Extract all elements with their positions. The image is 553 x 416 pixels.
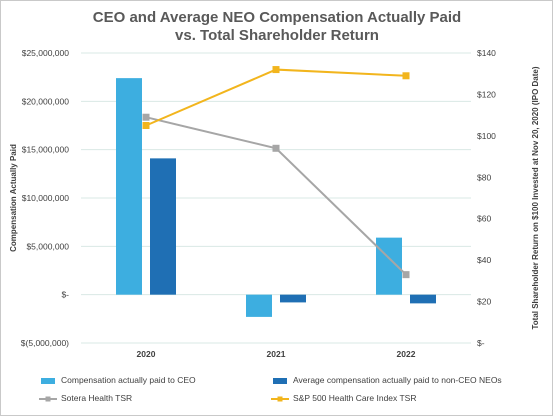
chart-legend: Compensation actually paid to CEO Average…: [39, 375, 502, 403]
right-axis-tick-label: $-: [477, 338, 485, 348]
left-axis-tick-label: $-: [61, 290, 69, 300]
line-point-marker: [142, 122, 150, 129]
left-axis-tick-label: $25,000,000: [22, 48, 70, 58]
left-axis-tick-label: $15,000,000: [22, 145, 70, 155]
legend-label: Compensation actually paid to CEO: [61, 375, 196, 385]
right-axis-tick-label: $60: [477, 214, 491, 224]
bar: [150, 158, 176, 295]
chart-title-line-2: vs. Total Shareholder Return: [175, 27, 379, 44]
line-point-marker: [272, 144, 280, 152]
y-axis-label-right: Total Shareholder Return on $100 Investe…: [531, 66, 540, 329]
series-line: [145, 116, 407, 276]
legend-label: Sotera Health TSR: [61, 393, 132, 403]
left-axis-tick-label: $(5,000,000): [21, 338, 69, 348]
legend-label: Average compensation actually paid to no…: [293, 375, 502, 385]
legend-label: S&P 500 Health Care Index TSR: [293, 393, 416, 403]
right-axis-tick-label: $40: [477, 255, 491, 265]
right-axis-tick-label: $100: [477, 131, 496, 141]
bar-series-group: [116, 78, 436, 317]
legend-swatch-bar: [41, 378, 55, 384]
legend-swatch-marker: [277, 396, 283, 402]
line-point-marker: [402, 72, 410, 80]
bar: [280, 294, 306, 303]
y-axis-label-left: Compensation Actually Paid: [9, 144, 18, 252]
category-label: 2021: [267, 349, 286, 359]
line-point-marker: [402, 271, 410, 279]
category-label: 2022: [397, 349, 416, 359]
line-series-group: [142, 66, 410, 279]
legend-swatch-bar: [273, 378, 287, 384]
chart-title-line-1: CEO and Average NEO Compensation Actuall…: [93, 9, 461, 26]
left-axis-tick-label: $5,000,000: [26, 241, 69, 251]
right-axis-tick-label: $80: [477, 172, 491, 182]
right-axis-tick-label: $20: [477, 297, 491, 307]
axis-labels: $25,000,000 $20,000,000 $15,000,000 $10,000…: [21, 48, 496, 359]
right-axis-tick-label: $140: [477, 48, 496, 58]
left-axis-tick-label: $20,000,000: [22, 96, 70, 106]
bar: [246, 294, 272, 317]
left-axis-tick-label: $10,000,000: [22, 193, 70, 203]
line-point-marker: [142, 113, 150, 121]
right-axis-tick-label: $120: [477, 89, 496, 99]
bar: [410, 294, 436, 304]
legend-swatch-marker: [45, 396, 51, 402]
line-point-marker: [272, 66, 280, 74]
category-label: 2020: [137, 349, 156, 359]
bar: [116, 78, 142, 295]
series-line: [145, 68, 407, 127]
